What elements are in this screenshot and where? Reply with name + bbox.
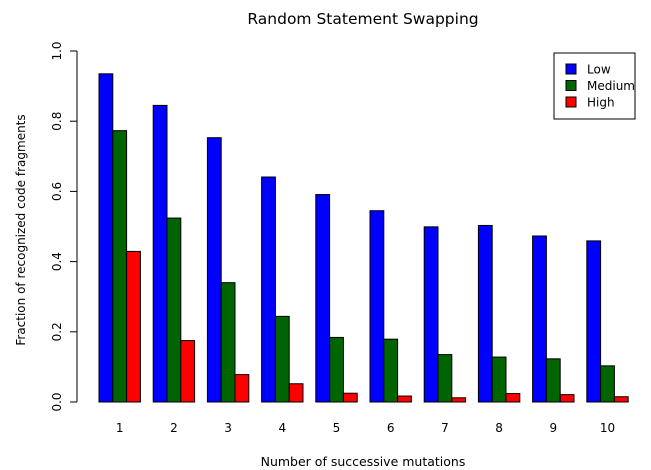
bar-high-2 bbox=[180, 340, 196, 403]
bar-high-5 bbox=[342, 392, 358, 403]
legend-swatch-low bbox=[565, 63, 577, 75]
legend-box bbox=[553, 52, 636, 120]
bar-low-10 bbox=[586, 240, 602, 403]
y-tick-label: 0.0 bbox=[50, 392, 64, 411]
bar-medium-6 bbox=[383, 338, 399, 403]
bar-high-6 bbox=[397, 395, 412, 403]
bar-medium-7 bbox=[437, 354, 453, 403]
legend-swatch-medium bbox=[565, 80, 577, 91]
legend-label-low: Low bbox=[587, 63, 611, 77]
bar-low-3 bbox=[206, 137, 222, 403]
legend: Low Medium High bbox=[553, 52, 636, 120]
bar-high-1 bbox=[126, 250, 141, 403]
legend-label-medium: Medium bbox=[587, 79, 635, 93]
x-tick-label: 5 bbox=[333, 421, 341, 435]
bar-high-8 bbox=[505, 393, 521, 403]
bar-medium-3 bbox=[220, 282, 236, 403]
bar-medium-4 bbox=[274, 315, 290, 403]
y-tick-label: 0.8 bbox=[50, 112, 64, 131]
x-tick-label: 3 bbox=[224, 421, 232, 435]
x-axis: 1 2 3 4 5 6 7 8 9 10 bbox=[116, 421, 615, 435]
bar-high-4 bbox=[288, 383, 304, 403]
bar-medium-8 bbox=[491, 356, 507, 403]
bar-medium-2 bbox=[166, 217, 182, 403]
x-tick-label: 2 bbox=[170, 421, 178, 435]
x-tick-label: 6 bbox=[387, 421, 395, 435]
y-axis: 0.0 0.2 0.4 0.6 0.8 1.0 bbox=[50, 41, 78, 412]
legend-swatch-high bbox=[565, 96, 577, 108]
bar-low-4 bbox=[261, 176, 276, 403]
bar-low-5 bbox=[315, 194, 331, 403]
y-tick-label: 0.6 bbox=[50, 182, 64, 201]
bar-high-3 bbox=[234, 374, 250, 403]
x-tick-label: 1 bbox=[116, 421, 124, 435]
bar-medium-1 bbox=[112, 130, 128, 403]
y-tick-label: 1.0 bbox=[50, 41, 64, 60]
x-tick-label: 9 bbox=[549, 421, 557, 435]
bar-medium-5 bbox=[329, 336, 344, 403]
bar-high-10 bbox=[613, 396, 629, 403]
bar-low-2 bbox=[152, 104, 168, 403]
bar-low-8 bbox=[477, 224, 493, 403]
y-tick-label: 0.2 bbox=[50, 322, 64, 341]
x-tick-label: 4 bbox=[278, 421, 286, 435]
y-axis-label: Fraction of recognized code fragments bbox=[14, 114, 28, 345]
bar-medium-10 bbox=[600, 365, 615, 403]
x-tick-label: 10 bbox=[600, 421, 615, 435]
bars-group bbox=[98, 73, 629, 403]
bar-low-9 bbox=[532, 235, 547, 403]
x-tick-label: 8 bbox=[495, 421, 503, 435]
chart-title: Random Statement Swapping bbox=[247, 10, 478, 28]
bar-high-7 bbox=[451, 397, 467, 403]
bar-low-6 bbox=[369, 210, 385, 403]
bar-low-1 bbox=[98, 73, 114, 403]
bar-high-9 bbox=[559, 394, 575, 403]
x-axis-label: Number of successive mutations bbox=[261, 454, 466, 469]
bar-low-7 bbox=[423, 226, 439, 403]
legend-label-high: High bbox=[587, 96, 615, 110]
y-tick-label: 0.4 bbox=[50, 252, 64, 271]
bar-medium-9 bbox=[545, 358, 561, 403]
x-tick-label: 7 bbox=[441, 421, 449, 435]
